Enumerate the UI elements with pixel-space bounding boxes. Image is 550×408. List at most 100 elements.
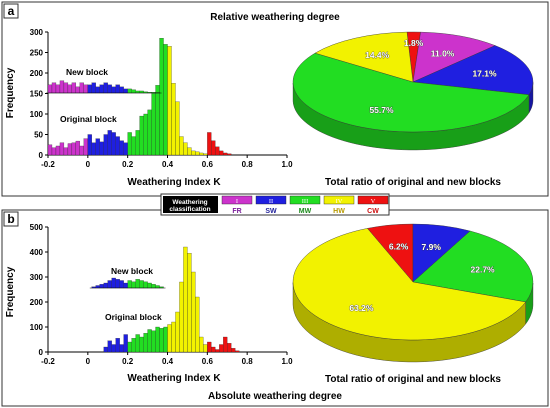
hist-b-bar-original (195, 297, 199, 352)
hist-a-bar-original (116, 137, 120, 155)
hist-b-bar-new (116, 279, 120, 288)
hist-a-bar-original (171, 83, 175, 155)
hist-b-bar-new (152, 284, 156, 288)
hist-b-bar-new (156, 286, 160, 289)
pie-b-slice-label: 22.7% (471, 264, 496, 274)
hist-b-bar-original (191, 272, 195, 352)
hist-b-ytick-label: 100 (30, 323, 44, 332)
legend-roman-label: III (302, 198, 309, 205)
hist-b-bar-original (128, 342, 132, 352)
hist-b-ytick-label: 300 (30, 273, 44, 282)
hist-b-bar-original (152, 331, 156, 352)
hist-b-ytick-label: 0 (39, 348, 44, 357)
pie-a-slice-label: 11.0% (431, 49, 455, 59)
hist-b-bar-original (219, 345, 223, 353)
hist-b-bar-new (148, 283, 152, 288)
hist-b-bar-new (124, 283, 128, 288)
hist-b-ytick-label: 500 (30, 223, 44, 232)
hist-a-bar-original (136, 130, 140, 155)
pie-a-slice-label: 1.8% (404, 38, 424, 48)
hist-b-xtick-label: 0.4 (162, 357, 174, 366)
hist-b-bar-original (148, 330, 152, 353)
hist-b-bar-new (132, 282, 136, 288)
hist-a-bar-new (96, 87, 100, 93)
hist-a-bar-new (76, 87, 80, 93)
hist-a-bar-new (56, 85, 60, 93)
hist-b-xtick-label: 0.2 (122, 357, 134, 366)
hist-a-bar-original (183, 143, 187, 155)
hist-b-bar-original (211, 347, 215, 352)
hist-b-xtick-label: 1.0 (281, 357, 293, 366)
hist-b-bar-original (179, 282, 183, 352)
hist-a-bar-new (112, 87, 116, 93)
weathering-legend: Weathering classification I FR II SW III MW IV… (161, 194, 389, 215)
hist-a-bar-original (52, 148, 56, 155)
hist-a-bar-original (48, 145, 52, 155)
hist-a-bar-original (175, 102, 179, 155)
hist-a-bar-new (88, 85, 92, 93)
pie-a: 1.8% 11.0% 17.1% 55.7% 14.4% (293, 32, 533, 150)
legend-roman-label: V (371, 198, 376, 205)
hist-a-bar-original (152, 94, 156, 156)
legend-roman-label: IV (336, 198, 343, 205)
hist-a-annotation-new: New block (66, 67, 108, 77)
hist-b-bar-original (120, 345, 124, 353)
hist-b-xtick-label: -0.2 (41, 357, 55, 366)
hist-a-ytick-label: 250 (30, 49, 44, 58)
hist-a-ytick-label: 150 (30, 90, 44, 99)
hist-a-xtick-label: 0.6 (202, 160, 214, 169)
hist-b-bar-original (112, 345, 116, 353)
hist-a-bar-original (160, 38, 164, 155)
hist-a-ytick-label: 50 (34, 131, 43, 140)
hist-a-annotation-original: Original block (60, 114, 117, 124)
hist-a-bar-original (108, 130, 112, 155)
hist-a-ytick-label: 300 (30, 28, 44, 37)
hist-a-bar-original (132, 137, 136, 155)
hist-b-bar-new (120, 281, 124, 289)
hist-a-bar-new (72, 83, 76, 93)
hist-b-annotation-original: Original block (105, 312, 162, 322)
hist-b-bar-original (227, 343, 231, 352)
hist-a-bar-original (164, 44, 168, 155)
hist-a-ytick-label: 0 (39, 151, 44, 160)
hist-a-bar-original (60, 143, 64, 155)
hist-b-bar-new (112, 278, 116, 288)
hist-a-bar-original (84, 139, 88, 155)
hist-b-bar-original (168, 325, 172, 353)
hist-b-xtick-label: 0.8 (242, 357, 254, 366)
legend-code-label: CW (367, 208, 379, 215)
hist-a-xtick-label: 0.4 (162, 160, 174, 169)
hist-b-bar-original (132, 338, 136, 352)
hist-a-bar-original (56, 146, 60, 155)
hist-a-xtick-label: 0.8 (242, 160, 254, 169)
hist-a-bar-original (203, 154, 207, 155)
hist-a-bar-original (72, 143, 76, 155)
hist-b-bar-original (231, 348, 235, 352)
hist-a-bar-new (136, 91, 140, 93)
hist-b-bar-new (104, 283, 108, 288)
hist-a-bar-original (100, 142, 104, 155)
hist-a-bar-new (108, 85, 112, 93)
hist-a-ytick-label: 100 (30, 110, 44, 119)
legend-label-line1: Weathering (172, 199, 207, 206)
hist-a-bar-new (104, 83, 108, 93)
hist-b-bar-original (160, 328, 164, 352)
hist-a-bar-new (60, 81, 64, 93)
hist-a-bar-original (215, 147, 219, 155)
hist-a-bar-original (80, 146, 84, 155)
hist-a-bar-original (199, 153, 203, 155)
hist-b-bar-new (136, 279, 140, 288)
hist-a-bar-original (124, 143, 128, 155)
hist-b-bar-original (104, 347, 108, 352)
legend-code-label: MW (299, 208, 312, 215)
hist-a-bar-new (132, 90, 136, 93)
hist-a-bar-original (195, 152, 199, 155)
hist-a-bar-new (124, 89, 128, 93)
hist-a-bar-original (144, 114, 148, 155)
hist-b-bar-original (171, 322, 175, 352)
hist-a-bar-original (187, 148, 191, 155)
hist-b-bar-original (156, 327, 160, 352)
hist-a-bar-new (64, 83, 68, 93)
hist-a-bar-original (219, 151, 223, 155)
legend-code-label: HW (333, 208, 345, 215)
